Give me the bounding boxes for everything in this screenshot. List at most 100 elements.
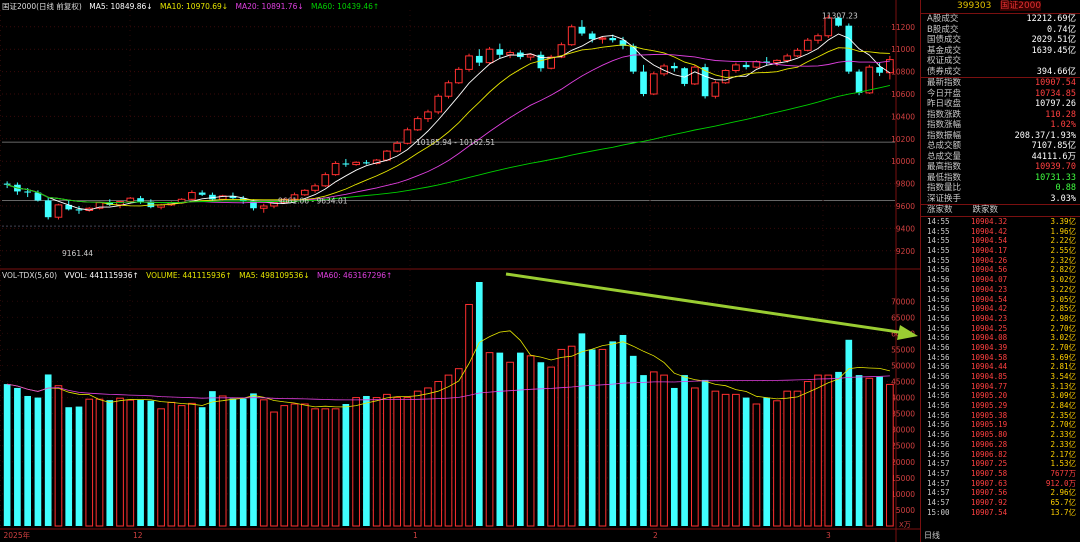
volume-bar [177, 405, 186, 527]
tick-price: 10904.07 [971, 275, 1008, 285]
tick-amount: 912.0万 [1045, 478, 1076, 488]
tick-amount: 3.02亿 [1050, 275, 1076, 285]
volume-bar [24, 395, 31, 526]
volume-tick-label: 30000 [891, 426, 915, 435]
tick-time: 14:56 [927, 313, 950, 323]
ma20-line [6, 53, 890, 204]
tick-amount: 2.82亿 [1050, 265, 1076, 275]
tick-time: 14:57 [927, 478, 950, 488]
candle-body [34, 192, 42, 201]
index-name[interactable]: 国证2000 [1000, 1, 1042, 11]
tick-time: 14:55 [927, 255, 950, 265]
legend-index-name: 国证2000(日线 前复权) [2, 2, 82, 11]
turnover-row-1-label: B股成交 [927, 24, 959, 35]
stat-row-0-value: 10907.54 [1035, 78, 1076, 88]
tick-time: 14:56 [927, 401, 950, 411]
volume-bar [300, 403, 309, 527]
volume-bar [250, 393, 257, 526]
volume-legend: VOL-TDX(5,60) VVOL: 441115936↑ VOLUME: 4… [2, 271, 397, 280]
volume-bar [814, 374, 822, 527]
range-annotation-2: 9661.06 - 9634.01 [278, 197, 348, 206]
volume-bar [793, 390, 802, 527]
tick-price: 10904.54 [971, 294, 1008, 304]
stat-row-9: 最低指数 10731.33 [921, 173, 1080, 184]
tick-amount: 3.54亿 [1050, 372, 1076, 381]
candle-body [270, 202, 278, 207]
tick-row: 14:55 10904.26 2.32亿 [921, 256, 1080, 266]
tick-amount: 1.53亿 [1050, 459, 1076, 469]
tick-row: 14:56 10906.28 2.33亿 [921, 440, 1080, 450]
tick-amount: 3.39亿 [1050, 217, 1076, 226]
stat-row-11-label: 深证换手 [927, 193, 962, 204]
stat-row-10-label: 指数量比 [927, 183, 962, 193]
volume-bar [311, 408, 319, 527]
timeframe-tab[interactable]: 日线 [924, 531, 940, 540]
tick-row: 14:57 10907.25 1.53亿 [921, 459, 1080, 469]
candle-body [640, 71, 647, 94]
legend-vol-name: VOL-TDX(5,60) [2, 271, 58, 280]
stat-row-9-label: 最低指数 [927, 172, 962, 183]
candle-body [393, 142, 402, 152]
turnover-rows: A股成交 12212.69亿 B股成交 0.74亿 国债成交 2029.51亿 基金成交 16… [921, 14, 1080, 77]
volume-bar [137, 399, 144, 526]
volume-bar [434, 381, 443, 527]
tick-row: 14:56 10905.20 3.09亿 [921, 391, 1080, 401]
legend-ma60: MA60: 10439.46↑ [311, 2, 380, 11]
volume-tick-label: 35000 [891, 410, 915, 419]
price-tick-label: 10600 [891, 90, 915, 99]
tick-row: 14:56 10904.07 3.02亿 [921, 275, 1080, 285]
candle-body [814, 35, 822, 41]
candle-body [567, 26, 576, 46]
stat-row-2-label: 昨日收盘 [927, 99, 962, 109]
tick-row: 14:56 10904.08 3.02亿 [921, 333, 1080, 343]
stat-row-2: 昨日收盘 10797.26 [921, 99, 1080, 110]
price-tick-label: 9200 [896, 247, 915, 256]
volume-bar [116, 397, 124, 527]
candle-body [383, 150, 391, 161]
tick-row: 14:56 10904.54 3.05亿 [921, 295, 1080, 305]
candle-body [619, 40, 627, 46]
tick-time: 14:56 [927, 449, 950, 459]
price-tick-label: 10000 [891, 157, 915, 166]
volume-bar [835, 371, 842, 526]
tick-amount: 7677万 [1050, 468, 1076, 478]
volume-bar [773, 400, 781, 527]
candle-body [147, 201, 155, 208]
volume-bar [660, 374, 668, 527]
volume-bar [681, 375, 688, 526]
tick-time: 14:55 [927, 246, 950, 256]
volume-bar [444, 374, 453, 527]
candle-body [363, 162, 370, 164]
tick-list[interactable]: 14:55 10904.32 3.39亿 14:55 10904.42 1.96亿 14:5… [921, 217, 1080, 517]
candle-body [311, 185, 319, 191]
volume-bar [475, 282, 483, 526]
kline-legend: 国证2000(日线 前复权) MA5: 10849.86↓ MA10: 1097… [2, 1, 384, 12]
candle-body [65, 204, 73, 210]
candle-body [670, 66, 678, 69]
tick-amount: 2.55亿 [1050, 246, 1076, 256]
tick-row: 14:55 10904.32 3.39亿 [921, 217, 1080, 227]
volume-bar [454, 368, 463, 527]
candle-body [876, 67, 883, 73]
price-tick-label: 11200 [891, 23, 915, 32]
volume-bar [218, 395, 227, 527]
tick-row: 14:56 10904.42 2.85亿 [921, 304, 1080, 314]
tick-price: 10904.85 [971, 372, 1008, 381]
tick-price: 10906.82 [971, 449, 1008, 459]
volume-bar [567, 345, 576, 527]
tick-row: 14:56 10905.80 2.33亿 [921, 430, 1080, 440]
volume-bar [239, 398, 247, 526]
tick-row: 14:56 10905.19 2.70亿 [921, 420, 1080, 430]
volume-bar [413, 390, 422, 527]
volume-bar [352, 397, 360, 527]
tick-row: 14:56 10904.44 2.81亿 [921, 362, 1080, 372]
candle-body [413, 118, 422, 131]
candle-body [783, 55, 792, 61]
volume-bar [670, 387, 678, 526]
tick-time: 14:56 [927, 294, 950, 304]
kline-chart[interactable]: 11200 11000 10800 10600 10400 10200 10000 9800 9… [0, 0, 920, 542]
candle-body [609, 38, 617, 41]
tick-time: 14:56 [927, 381, 950, 391]
volume-unit-label: X万 [899, 521, 911, 529]
stat-row-6: 总成交额 7107.85亿 [921, 141, 1080, 152]
